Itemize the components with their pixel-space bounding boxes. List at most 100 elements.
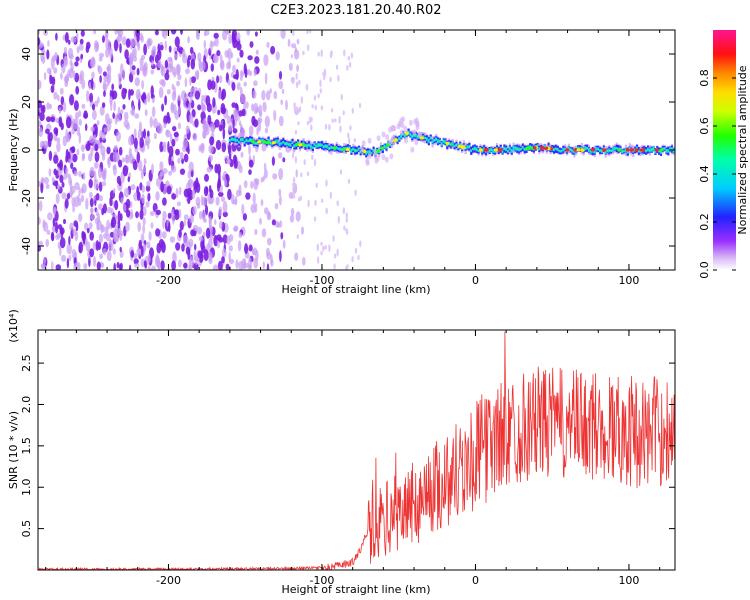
heatmap-cell: [280, 99, 284, 106]
heatmap-marks: [38, 30, 675, 270]
heatmap-cell: [73, 170, 78, 177]
heatmap-cell: [161, 79, 166, 88]
heatmap-cell: [501, 150, 504, 153]
heatmap-cell: [181, 243, 185, 252]
heatmap-cell: [282, 141, 285, 144]
heatmap-cell: [219, 220, 223, 229]
heatmap-cell: [183, 188, 189, 198]
heatmap-cell: [110, 99, 113, 112]
heatmap-cell: [179, 30, 184, 35]
heatmap-cell: [160, 260, 165, 270]
colorbar-tick-label: 0.0: [698, 261, 711, 279]
heatmap-cell: [70, 185, 76, 194]
heatmap-cell: [247, 264, 253, 270]
heatmap-cell: [271, 156, 275, 166]
y-tick-label: 1.5: [20, 437, 33, 455]
heatmap-cell: [105, 30, 109, 38]
heatmap-cell: [178, 229, 182, 238]
heatmap-cell: [194, 243, 197, 251]
heatmap-cell: [183, 234, 189, 247]
heatmap-cell: [43, 72, 47, 81]
heatmap-cell: [654, 150, 657, 153]
heatmap-cell: [131, 48, 135, 57]
heatmap-cell: [227, 143, 232, 155]
heatmap-cell: [117, 220, 121, 229]
heatmap-cell: [170, 103, 175, 111]
heatmap-cell: [266, 41, 270, 48]
heatmap-cell: [204, 173, 209, 182]
heatmap-cell: [200, 144, 205, 154]
heatmap-cell: [99, 75, 102, 84]
heatmap-cell: [39, 111, 45, 122]
heatmap-cell: [239, 138, 243, 141]
heatmap-cell: [53, 154, 59, 164]
heatmap-cell: [196, 226, 203, 235]
heatmap-cell: [503, 147, 506, 150]
heatmap-cell: [252, 119, 259, 128]
heatmap-cell: [442, 140, 445, 143]
heatmap-cell: [278, 115, 284, 127]
heatmap-cell: [347, 178, 351, 184]
heatmap-cell: [470, 149, 473, 152]
heatmap-cell: [665, 149, 668, 152]
heatmap-cell: [38, 245, 42, 252]
heatmap-cell: [232, 226, 238, 232]
heatmap-cell: [142, 206, 147, 217]
heatmap-cell: [348, 147, 351, 149]
heatmap-cell: [240, 151, 244, 158]
heatmap-hotspot: [576, 148, 581, 152]
heatmap-cell: [219, 54, 223, 62]
heatmap-cell: [228, 59, 231, 68]
heatmap-cell: [328, 244, 331, 253]
heatmap-cell: [600, 150, 604, 152]
heatmap-cell: [236, 82, 241, 91]
heatmap-cell: [672, 149, 675, 152]
heatmap-cell: [88, 178, 93, 189]
heatmap-cell: [222, 200, 228, 213]
heatmap-cell: [235, 259, 239, 269]
heatmap-cell: [615, 147, 618, 149]
heatmap-cell: [208, 154, 213, 162]
heatmap-cell: [254, 229, 258, 235]
heatmap-cell: [129, 38, 133, 50]
heatmap-cell: [89, 92, 94, 103]
heatmap-cell: [168, 57, 173, 69]
heatmap-cell: [98, 52, 105, 58]
heatmap-cell: [190, 58, 196, 70]
heatmap-cell: [45, 239, 49, 248]
heatmap-cell: [398, 138, 401, 140]
heatmap-cell: [65, 167, 69, 175]
heatmap-cell: [319, 88, 322, 94]
heatmap-cell: [72, 204, 75, 213]
heatmap-cell: [89, 248, 95, 258]
heatmap-cell: [296, 234, 299, 239]
heatmap-cell: [280, 232, 284, 240]
heatmap-cell: [320, 105, 324, 111]
heatmap-cell: [440, 143, 443, 145]
heatmap-cell: [295, 169, 298, 178]
heatmap-cell: [260, 140, 263, 142]
heatmap-cell: [307, 44, 310, 52]
heatmap-cell: [93, 255, 96, 268]
heatmap-cell: [180, 90, 187, 101]
heatmap-cell: [263, 168, 268, 179]
heatmap-cell: [113, 39, 119, 52]
heatmap-cell: [106, 77, 110, 87]
heatmap-cell: [145, 136, 151, 145]
heatmap-cell: [238, 164, 243, 174]
heatmap-cell: [453, 145, 456, 147]
heatmap-cell: [163, 115, 168, 125]
heatmap-cell: [401, 116, 405, 123]
heatmap-cell: [48, 168, 52, 177]
heatmap-cell: [66, 243, 72, 255]
heatmap-cell: [407, 131, 410, 133]
heatmap-hotspot: [659, 148, 664, 152]
heatmap-hotspot: [617, 148, 622, 152]
heatmap-cell: [225, 158, 231, 165]
heatmap-cell: [295, 81, 299, 89]
heatmap-cell: [370, 152, 373, 154]
heatmap-cell: [50, 85, 55, 93]
heatmap-cell: [94, 42, 99, 53]
heatmap-cell: [308, 144, 311, 146]
heatmap-cell: [292, 181, 295, 189]
